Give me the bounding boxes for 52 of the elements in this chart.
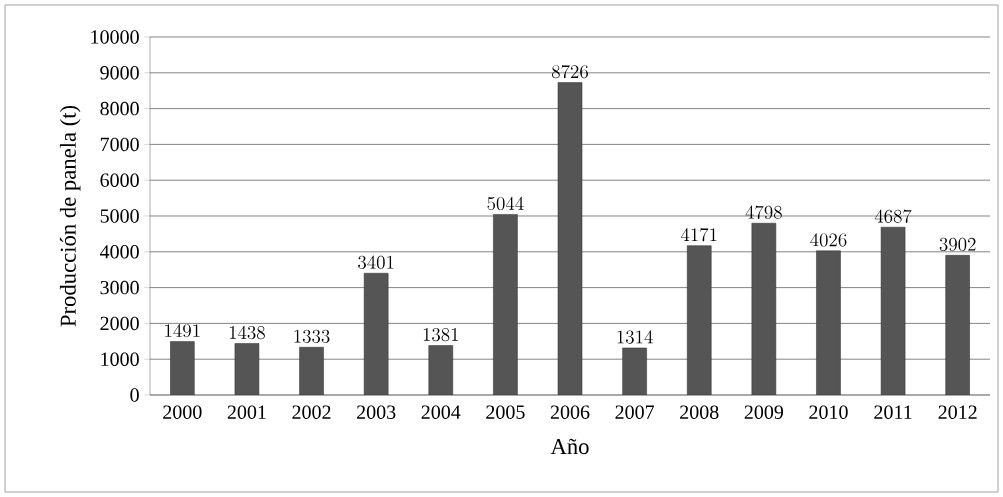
data-label: 8726	[552, 64, 588, 79]
x-tick-label: 2007	[615, 405, 655, 419]
data-label: 1491	[165, 323, 200, 338]
y-tick-label: 7000	[100, 137, 139, 152]
bar	[234, 343, 260, 395]
bar	[363, 272, 389, 395]
data-label: 4798	[745, 205, 782, 219]
x-tick-label: 2009	[744, 405, 784, 419]
bar	[686, 245, 712, 395]
data-label: 5044	[487, 196, 524, 211]
x-tick-label: 2010	[809, 405, 848, 419]
bar	[428, 345, 454, 395]
x-tick-label: 2005	[486, 405, 525, 419]
y-tick-label: 10000	[91, 30, 139, 44]
y-axis-title: Producción de panela (t)	[59, 105, 81, 327]
y-tick-label: 6000	[100, 173, 139, 187]
y-tick-label: 0	[130, 388, 139, 402]
bar	[299, 347, 324, 395]
bar	[557, 82, 583, 395]
y-tick-label: 3000	[100, 280, 139, 295]
data-label: 3401	[358, 255, 394, 269]
x-tick-label: 2008	[680, 405, 719, 419]
x-tick-label: 2004	[421, 405, 461, 419]
y-tick-label: 9000	[100, 66, 139, 80]
y-tick-label: 8000	[100, 101, 139, 116]
data-label: 3902	[939, 237, 976, 251]
x-tick-label: 2003	[357, 405, 396, 419]
bar	[622, 347, 647, 395]
data-label: 1381	[423, 328, 458, 342]
bar	[751, 222, 777, 395]
y-tick-label: 4000	[100, 245, 139, 259]
bar	[493, 214, 518, 395]
x-tick-label: 2001	[227, 405, 266, 419]
data-label: 1438	[229, 325, 265, 340]
y-tick-label: 5000	[100, 209, 139, 223]
data-label: 1333	[294, 329, 330, 343]
data-label: 4171	[680, 227, 717, 242]
data-label: 4026	[810, 233, 847, 247]
bar	[816, 250, 841, 395]
x-tick-label: 2000	[163, 405, 202, 419]
bar	[945, 255, 970, 395]
y-tick-label: 1000	[101, 352, 139, 366]
x-tick-label: 2012	[938, 405, 977, 419]
x-tick-label: 2006	[550, 405, 590, 419]
bar	[880, 226, 906, 395]
x-axis-title: Año	[550, 438, 589, 455]
x-tick-label: 2011	[874, 405, 912, 419]
y-tick-label: 2000	[100, 316, 139, 331]
bar	[170, 341, 195, 395]
data-label: 4687	[874, 209, 912, 223]
x-tick-label: 2002	[292, 405, 331, 419]
data-label: 1314	[617, 330, 653, 344]
